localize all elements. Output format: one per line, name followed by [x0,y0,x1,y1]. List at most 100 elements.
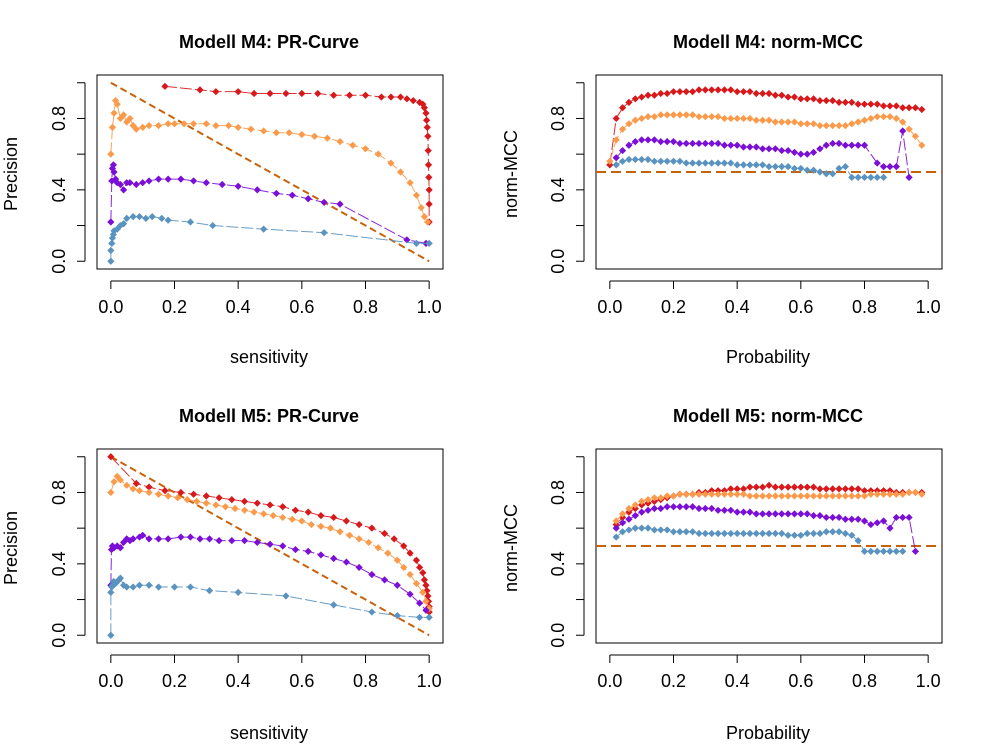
data-point [663,138,671,146]
data-point [253,186,261,194]
data-point [873,100,881,108]
data-point [733,114,741,123]
data-point [803,510,811,518]
data-point [873,173,881,181]
data-point [116,476,124,484]
x-tick-label: 0.4 [725,671,750,691]
data-point [657,494,665,502]
data-point [412,239,421,247]
data-point [695,139,703,148]
data-point [797,164,805,173]
data-point [835,513,843,522]
data-point [727,485,735,493]
data-point [612,114,620,123]
x-axis-label: Probability [726,347,810,367]
data-point [196,86,204,94]
data-point [190,120,198,128]
data-point [625,504,633,513]
data-point [765,492,773,500]
data-point [727,506,735,514]
data-point [860,116,869,124]
data-point [291,506,300,514]
data-point [240,497,249,505]
x-tick-label: 1.0 [417,671,442,691]
data-point [669,88,678,96]
data-point [873,490,881,498]
series-line [110,456,430,613]
data-point [669,138,678,146]
data-point [288,191,296,199]
data-point [803,529,811,538]
data-point [778,483,786,491]
x-axis: 0.0 0.2 0.4 0.6 0.8 1.0 [98,654,442,691]
data-point [848,120,856,128]
data-point [714,139,722,148]
data-point [164,120,172,128]
data-point [829,528,837,536]
data-point [107,488,115,497]
data-point [676,157,684,165]
data-point [739,485,748,493]
y-axis: 0.0 0.4 0.8 [49,456,86,648]
data-point [625,155,633,164]
data-point [759,116,767,124]
data-point [425,173,433,181]
data-point [816,492,824,500]
data-point [368,524,376,532]
data-point [879,173,888,181]
x-tick-label: 1.0 [916,297,941,317]
data-point [695,159,703,167]
data-point [663,492,671,500]
data-point [886,524,894,532]
x-tick-label: 0.6 [289,297,314,317]
data-point [355,535,363,543]
data-point [765,116,773,124]
data-point [202,492,210,500]
data-point [886,102,894,110]
data-point [663,526,671,534]
data-point [380,576,389,584]
data-point [317,551,325,559]
y-tick-label: 0.0 [548,623,568,648]
data-point [746,88,754,96]
data-point [110,109,118,117]
data-point [886,113,894,121]
data-point [349,141,357,149]
data-point [778,146,786,155]
data-point [107,150,115,158]
data-point [108,581,117,589]
data-point [234,88,242,96]
x-tick-label: 0.8 [353,297,378,317]
data-point [682,139,690,148]
data-point [279,513,287,522]
data-point [400,563,408,572]
data-point [784,492,792,500]
data-point [644,495,652,504]
x-tick-label: 0.2 [661,297,686,317]
data-point [682,111,690,119]
data-point [873,519,881,527]
data-point [803,483,811,491]
data-point [854,141,862,149]
data-point [822,485,830,493]
data-point [423,218,432,226]
data-point [425,613,433,621]
data-point [727,114,735,123]
data-point [107,545,116,554]
series-blue [107,213,433,265]
data-point [412,191,421,199]
data-point [803,492,811,500]
data-point [797,531,805,539]
data-point [784,483,792,491]
data-point [424,146,432,155]
data-point [612,161,620,169]
series-orange [612,488,926,525]
data-point [422,109,430,117]
data-point [390,535,398,543]
data-point [342,517,350,525]
x-axis: 0.0 0.2 0.4 0.6 0.8 1.0 [597,280,941,317]
series-red [161,82,433,226]
data-point [727,141,735,149]
data-point [701,139,709,148]
data-point [765,481,773,489]
